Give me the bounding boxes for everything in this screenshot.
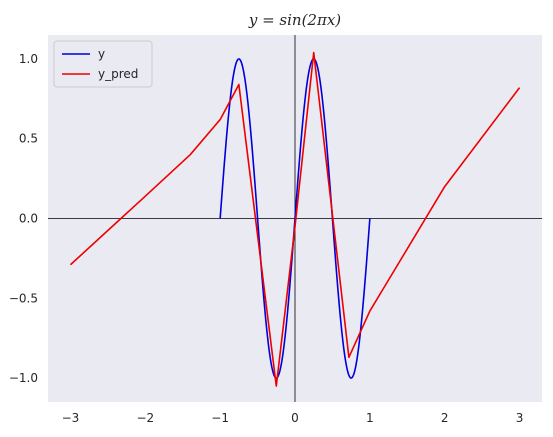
x-tick-label: 3 — [516, 411, 524, 425]
legend-box — [53, 40, 153, 88]
x-tick-label: −1 — [211, 411, 229, 425]
legend: y y_pred — [53, 40, 153, 88]
chart-title: y = sin(2πx) — [248, 11, 341, 29]
legend-label: y — [98, 47, 105, 61]
y-tick-label: 0.0 — [19, 212, 38, 226]
series-line-y-pred — [69, 51, 521, 387]
y-tick-label: −1.0 — [9, 371, 38, 385]
y-tick-label: 0.5 — [19, 132, 38, 146]
x-tick-label: −2 — [136, 411, 154, 425]
series-layer — [69, 51, 521, 387]
y-tick-label: −0.5 — [9, 291, 38, 305]
x-tick-label: 0 — [291, 411, 299, 425]
x-tick-label: 1 — [366, 411, 374, 425]
x-tick-label: 2 — [441, 411, 449, 425]
series-line-y — [219, 58, 371, 379]
x-tick-label: −3 — [62, 411, 80, 425]
x-axis-ticks: −3 −2 −1 0 1 2 3 — [62, 411, 524, 425]
legend-label: y_pred — [98, 67, 138, 81]
y-tick-label: 1.0 — [19, 52, 38, 66]
y-axis-ticks: −1.0 −0.5 0.0 0.5 1.0 — [9, 52, 38, 385]
